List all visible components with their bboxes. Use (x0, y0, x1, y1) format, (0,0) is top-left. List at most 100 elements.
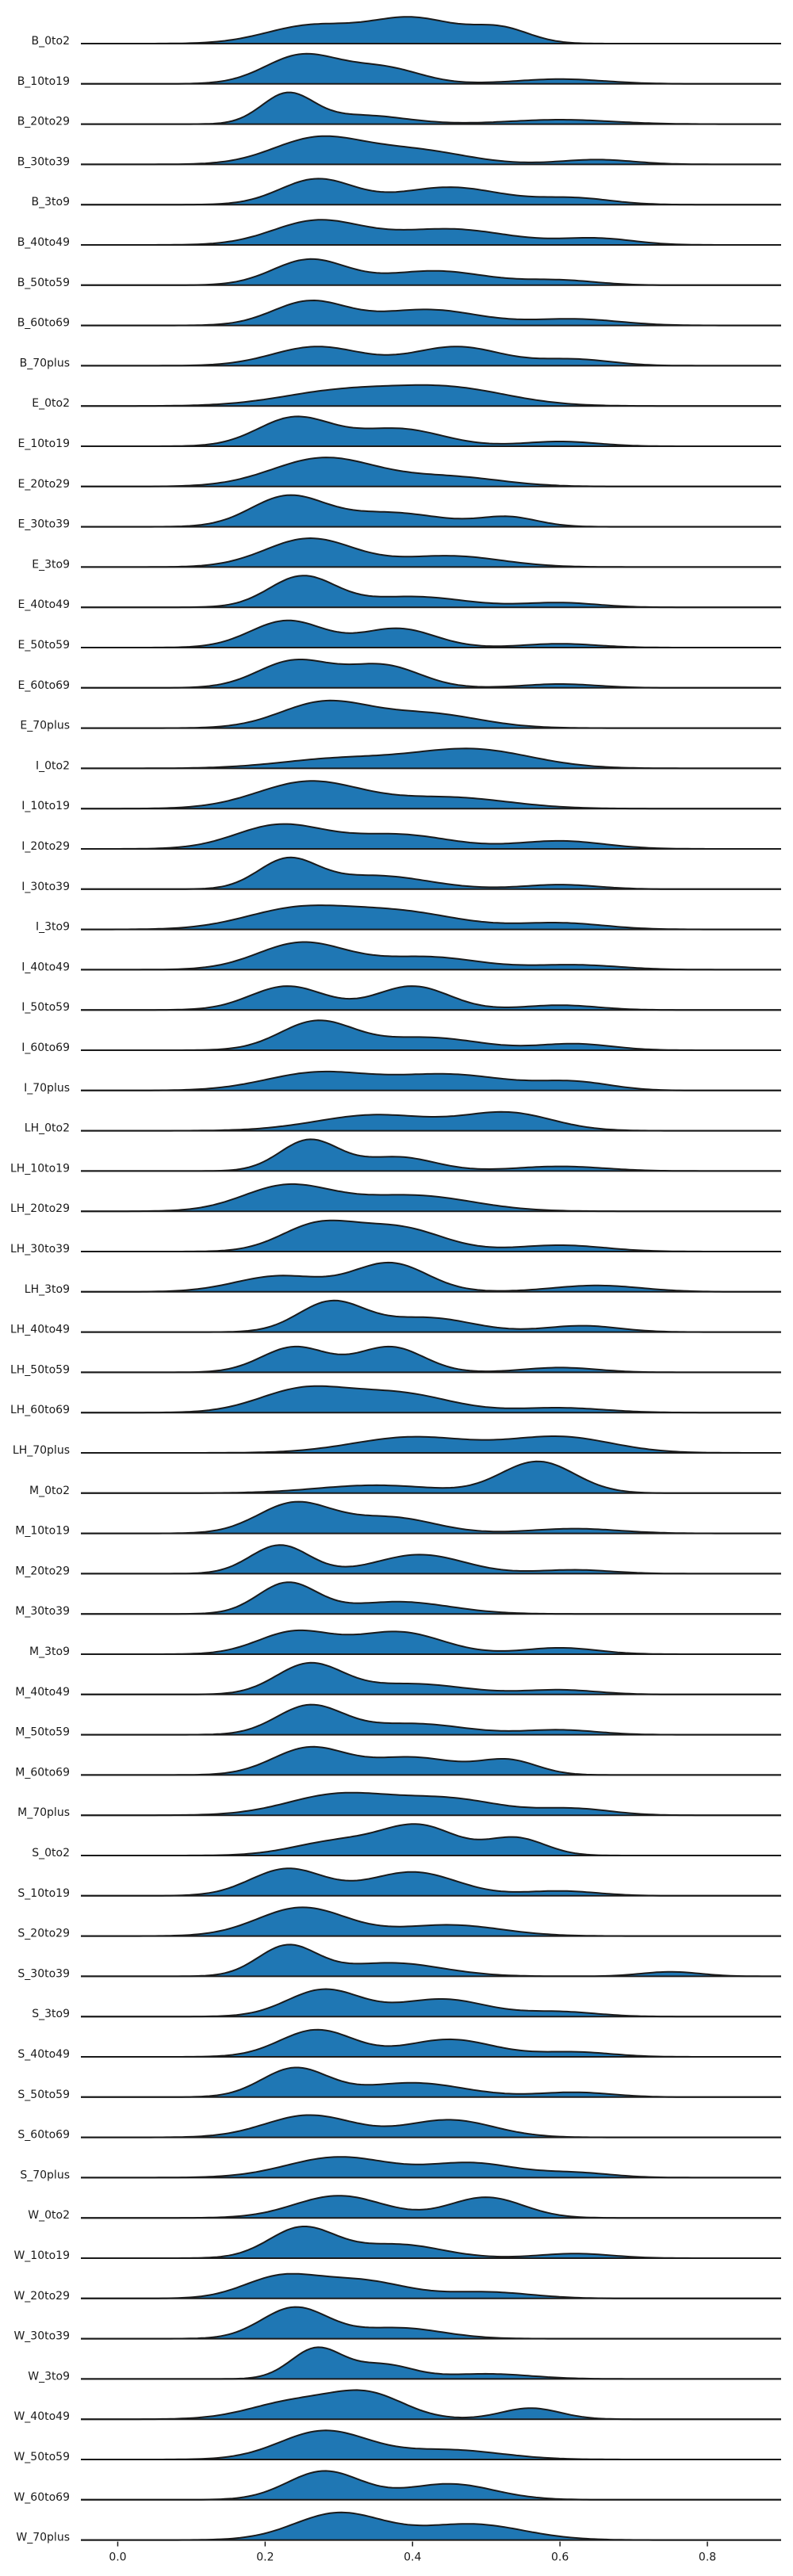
x-tick-label-0.6: 0.6 (551, 2551, 569, 2564)
row-label-W_20to29: W_20to29 (13, 2290, 70, 2303)
ridge-E_40to49: E_40to49 (17, 575, 781, 611)
row-label-I_30to39: I_30to39 (21, 881, 70, 893)
ridge-I_20to29: I_20to29 (21, 823, 781, 853)
ridge-area-M_40to49 (81, 1662, 781, 1695)
ridge-W_3to9: W_3to9 (28, 2346, 781, 2383)
row-label-B_60to69: B_60to69 (17, 317, 70, 330)
row-label-S_60to69: S_60to69 (17, 2129, 70, 2142)
row-label-LH_20to29: LH_20to29 (10, 1202, 70, 1215)
ridges-group: B_0to2 B_10to19 B_20to29 B_30to39 B_3to9 B_40… (10, 16, 781, 2544)
ridge-area-LH_30to39 (81, 1220, 781, 1252)
ridge-area-W_40to49 (81, 2390, 781, 2420)
row-label-E_50to59: E_50to59 (17, 639, 70, 652)
ridge-area-I_40to49 (81, 942, 781, 970)
ridge-B_50to59: B_50to59 (17, 258, 781, 289)
ridge-M_50to59: M_50to59 (15, 1703, 781, 1739)
ridge-S_10to19: S_10to19 (17, 1867, 781, 1900)
ridge-area-LH_0to2 (81, 1111, 781, 1131)
ridge-W_30to39: W_30to39 (13, 2306, 781, 2343)
ridge-W_70plus: W_70plus (16, 2511, 781, 2544)
ridge-area-E_60to69 (81, 659, 781, 688)
row-label-W_10to19: W_10to19 (13, 2249, 70, 2262)
row-label-W_3to9: W_3to9 (28, 2370, 70, 2383)
ridge-area-S_20to29 (81, 1907, 781, 1936)
ridge-M_10to19: M_10to19 (15, 1500, 781, 1538)
row-label-E_10to19: E_10to19 (17, 438, 70, 450)
ridge-area-W_30to39 (81, 2307, 781, 2339)
ridge-area-E_0to2 (81, 384, 781, 407)
ridge-W_10to19: W_10to19 (13, 2226, 781, 2262)
ridge-I_3to9: I_3to9 (36, 904, 781, 934)
ridge-W_40to49: W_40to49 (13, 2389, 781, 2423)
row-label-S_50to59: S_50to59 (17, 2089, 70, 2101)
ridge-I_40to49: I_40to49 (21, 941, 781, 973)
ridge-S_50to59: S_50to59 (17, 2066, 781, 2101)
ridge-LH_40to49: LH_40to49 (10, 1299, 781, 1336)
ridge-B_40to49: B_40to49 (17, 219, 781, 249)
ridge-area-B_60to69 (81, 300, 781, 326)
row-label-LH_70plus: LH_70plus (13, 1444, 70, 1457)
ridge-area-M_20to29 (81, 1545, 781, 1574)
ridge-area-M_3to9 (81, 1630, 781, 1654)
row-label-S_3to9: S_3to9 (32, 2008, 70, 2020)
ridge-area-W_0to2 (81, 2196, 781, 2219)
ridge-area-W_70plus (81, 2512, 781, 2540)
row-label-LH_0to2: LH_0to2 (25, 1122, 70, 1135)
ridge-area-E_3to9 (81, 538, 781, 568)
ridge-area-M_30to39 (81, 1582, 781, 1615)
ridge-M_20to29: M_20to29 (15, 1544, 781, 1577)
ridge-area-LH_50to59 (81, 1346, 781, 1373)
ridge-area-W_10to19 (81, 2226, 781, 2258)
ridge-area-E_50to59 (81, 620, 781, 648)
row-label-S_30to39: S_30to39 (17, 1967, 70, 1980)
ridge-E_0to2: E_0to2 (32, 384, 781, 410)
row-label-E_0to2: E_0to2 (32, 397, 70, 410)
ridge-LH_20to29: LH_20to29 (10, 1183, 781, 1215)
row-label-I_20to29: I_20to29 (21, 840, 70, 853)
ridge-E_3to9: E_3to9 (32, 537, 781, 571)
row-label-B_30to39: B_30to39 (17, 155, 70, 168)
row-label-M_10to19: M_10to19 (15, 1525, 70, 1538)
ridge-area-S_50to59 (81, 2067, 781, 2097)
ridge-M_60to69: M_60to69 (15, 1745, 781, 1779)
ridge-area-E_30to39 (81, 495, 781, 527)
ridge-E_70plus: E_70plus (20, 699, 781, 732)
ridge-area-E_10to19 (81, 416, 781, 446)
row-label-E_70plus: E_70plus (20, 720, 70, 732)
ridge-S_20to29: S_20to29 (17, 1906, 781, 1940)
ridge-area-I_60to69 (81, 1020, 781, 1050)
ridge-area-I_10to19 (81, 781, 781, 809)
ridge-B_30to39: B_30to39 (17, 135, 781, 168)
ridge-area-B_0to2 (81, 17, 781, 44)
ridge-area-M_50to59 (81, 1704, 781, 1735)
row-label-I_70plus: I_70plus (24, 1082, 70, 1095)
ridge-I_10to19: I_10to19 (21, 780, 781, 812)
row-label-B_70plus: B_70plus (20, 357, 70, 369)
row-label-S_70plus: S_70plus (20, 2169, 70, 2181)
ridge-area-LH_60to69 (81, 1385, 781, 1413)
ridge-E_50to59: E_50to59 (17, 619, 781, 652)
ridge-area-E_40to49 (81, 575, 781, 608)
x-axis: 0.0 0.2 0.4 0.6 0.8 (109, 2541, 716, 2564)
ridge-E_60to69: E_60to69 (17, 659, 781, 692)
row-label-M_30to39: M_30to39 (15, 1605, 70, 1618)
ridge-area-I_70plus (81, 1071, 781, 1091)
ridge-area-I_20to29 (81, 824, 781, 849)
row-label-I_3to9: I_3to9 (36, 921, 70, 934)
row-label-M_3to9: M_3to9 (29, 1645, 70, 1658)
ridge-line-M_0to2 (81, 1460, 781, 1494)
ridge-area-E_20to29 (81, 457, 781, 487)
ridge-area-S_30to39 (81, 1944, 781, 1977)
row-label-B_3to9: B_3to9 (32, 196, 70, 208)
x-tick-label-0.4: 0.4 (404, 2551, 421, 2564)
row-label-I_50to59: I_50to59 (21, 1001, 70, 1014)
ridge-I_30to39: I_30to39 (21, 856, 781, 893)
ridge-S_30to39: S_30to39 (17, 1943, 781, 1980)
row-label-LH_3to9: LH_3to9 (25, 1283, 70, 1296)
row-label-I_40to49: I_40to49 (21, 961, 70, 973)
row-label-I_10to19: I_10to19 (21, 800, 70, 812)
ridge-area-B_10to19 (81, 53, 781, 84)
ridge-area-LH_40to49 (81, 1300, 781, 1332)
ridge-line-B_20to29 (81, 91, 781, 125)
